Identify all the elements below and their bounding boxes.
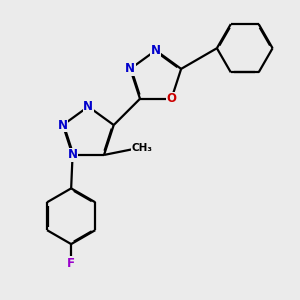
Text: N: N bbox=[58, 118, 68, 131]
Text: N: N bbox=[151, 44, 161, 57]
Text: CH₃: CH₃ bbox=[131, 143, 152, 153]
Text: N: N bbox=[125, 62, 135, 75]
Text: O: O bbox=[167, 92, 176, 105]
Text: N: N bbox=[68, 148, 78, 161]
Text: F: F bbox=[67, 257, 75, 270]
Text: N: N bbox=[83, 100, 93, 113]
